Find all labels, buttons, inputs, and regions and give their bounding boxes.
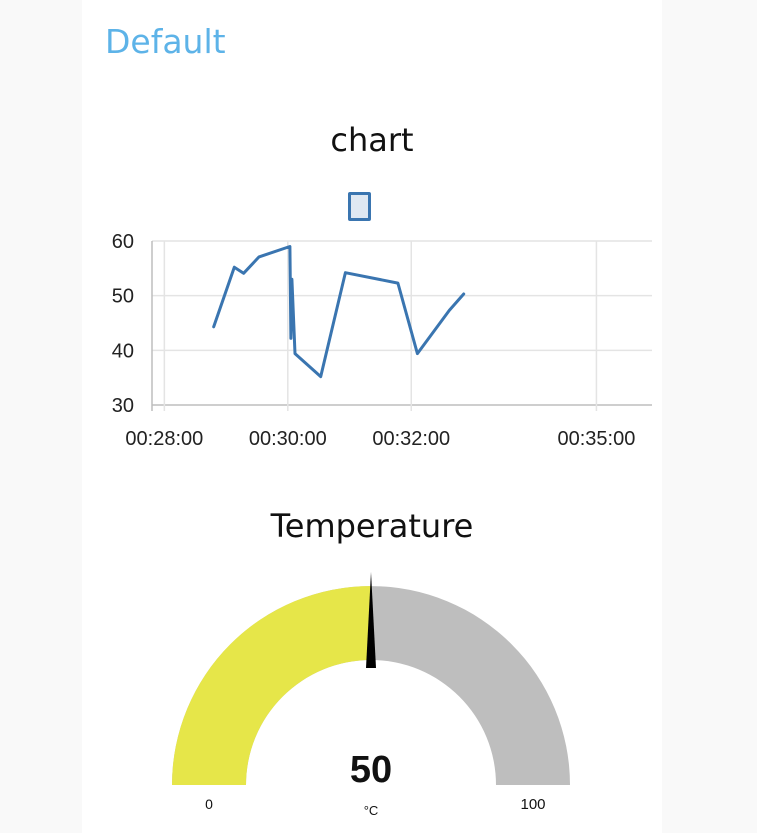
gauge-title: Temperature (270, 507, 474, 545)
series-line (212, 245, 466, 379)
x-tick-label: 00:35:00 (558, 428, 636, 450)
chart-title: chart (330, 121, 414, 159)
legend-swatch[interactable] (348, 192, 371, 221)
temperature-gauge: 50 °C 0 100 (172, 572, 570, 818)
dashboard-card (82, 0, 662, 833)
chart-grid (151, 240, 652, 411)
y-tick-label: 30 (112, 395, 134, 417)
gauge-fill (172, 586, 371, 785)
x-tick-label: 00:32:00 (372, 428, 450, 450)
y-tick-label: 50 (112, 286, 134, 308)
group-title: Default (105, 22, 226, 61)
gauge-needle (366, 572, 376, 668)
y-tick-label: 60 (112, 231, 134, 253)
gauge-units: °C (364, 803, 379, 818)
chart-ticks: 60 50 40 30 00:28:00 00:30:00 00:32:00 00:35:00 (112, 231, 636, 450)
x-tick-label: 00:30:00 (249, 428, 327, 450)
x-tick-label: 00:28:00 (125, 428, 203, 450)
line-chart: 60 50 40 30 00:28:00 00:30:00 00:32:00 00:35:00 (112, 231, 652, 450)
gauge-max-label: 100 (520, 796, 545, 813)
gauge-value: 50 (350, 749, 392, 791)
gauge-min-label: 0 (205, 796, 213, 812)
y-tick-label: 40 (112, 340, 134, 362)
